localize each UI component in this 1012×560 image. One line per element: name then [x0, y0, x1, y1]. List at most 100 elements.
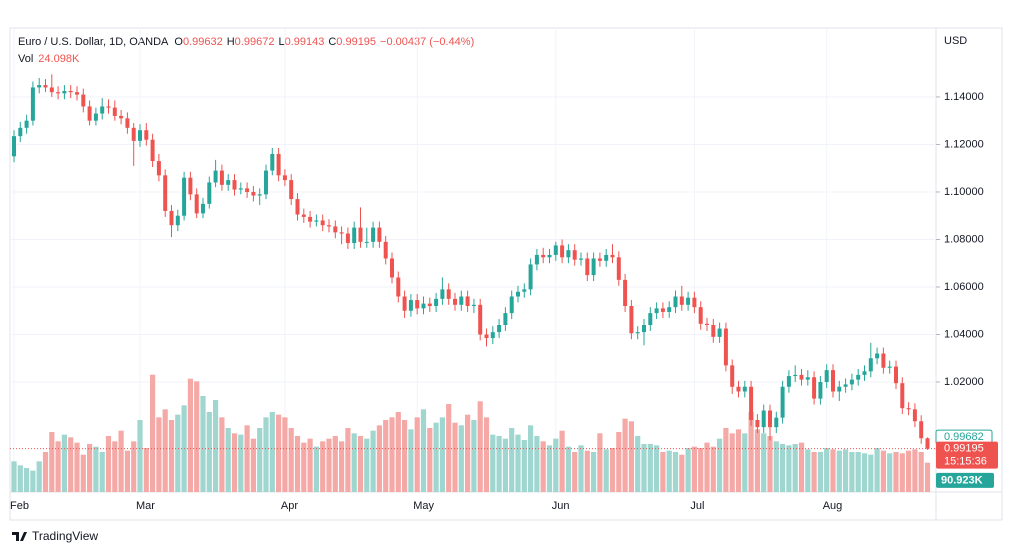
volume-bar [269, 412, 275, 492]
volume-bar [137, 420, 143, 492]
volume-bar [395, 412, 401, 492]
volume-bar [609, 448, 616, 492]
candle-body [156, 161, 161, 176]
volume-bar [294, 436, 301, 492]
candle-body [528, 264, 533, 290]
volume-pane [11, 374, 931, 492]
branding: TradingView [32, 529, 98, 543]
x-tick-label: Jul [690, 500, 704, 512]
volume-bar [502, 438, 508, 492]
candle-body [894, 366, 898, 384]
y-tick-label: 1.08000 [944, 233, 984, 245]
volume-bar [597, 433, 603, 492]
candle-body [364, 241, 369, 243]
candle-body [805, 377, 810, 380]
volume-bar [836, 450, 842, 492]
candle-body [812, 377, 817, 399]
volume-bar [628, 421, 634, 492]
candle-body [371, 227, 376, 242]
candle-body [623, 279, 628, 306]
candle-body [837, 386, 842, 392]
volume-bar [24, 468, 30, 492]
candle-body [673, 296, 678, 308]
candle-body [270, 153, 275, 171]
tradingview-logo: TradingView [12, 529, 98, 543]
candle-body [730, 365, 735, 387]
candle-body [497, 324, 502, 333]
candle-body [900, 383, 905, 409]
price-marker [936, 441, 998, 469]
candle-body [440, 289, 445, 299]
candle-body [925, 438, 930, 449]
volume-bar [553, 438, 559, 492]
x-tick-label: Apr [281, 500, 298, 512]
volume-bar [584, 450, 590, 492]
volume-bar [540, 441, 546, 492]
candle-body [434, 298, 439, 306]
candles [12, 74, 930, 450]
volume-bar [578, 445, 584, 492]
volume-bar [924, 462, 931, 492]
volume-bar [817, 452, 823, 492]
volume-bar [320, 441, 326, 492]
volume-bar [143, 448, 149, 492]
volume-bar [773, 441, 779, 492]
volume-bar [175, 414, 181, 492]
candle-body [446, 289, 451, 299]
volume-bar [339, 441, 345, 492]
candle-body [616, 257, 621, 280]
candle-body [799, 374, 804, 380]
volume-bar [685, 448, 691, 492]
candle-body [282, 175, 287, 181]
volume-bar [691, 446, 697, 492]
volume-bar [118, 430, 124, 492]
candle-body [12, 136, 16, 157]
candle-body [887, 366, 892, 368]
candle-body [175, 215, 180, 226]
x-tick-label: May [413, 500, 434, 512]
candle-body [522, 289, 527, 292]
ohlc-value: 0.99632 [183, 36, 223, 48]
volume-bar [112, 441, 118, 492]
candle-body [358, 227, 363, 242]
candle-body [56, 92, 61, 94]
candle-body [30, 87, 35, 121]
volume-bar [74, 442, 80, 492]
volume-bar [282, 417, 288, 492]
volume-bar [332, 436, 338, 492]
ohlc-key: H [227, 36, 235, 48]
volume-bar [351, 433, 357, 492]
volume-bar [194, 381, 200, 492]
volume-bar [427, 428, 433, 492]
volume-bar [861, 453, 868, 492]
volume-bar [874, 448, 880, 492]
candle-body [257, 194, 262, 196]
volume-bar [767, 436, 773, 492]
candle-body [62, 90, 67, 94]
volume-bar [168, 420, 175, 492]
volume-bar [654, 445, 660, 492]
volume-bar [704, 442, 710, 492]
candle-body [207, 182, 212, 204]
volume-bar [635, 436, 641, 492]
volume-bar [698, 448, 704, 492]
volume-bar [389, 417, 395, 492]
candle-body [49, 87, 54, 93]
volume-bar [257, 428, 263, 492]
ohlc-key: O [174, 36, 183, 48]
candle-body [471, 304, 476, 306]
candle-body [465, 296, 470, 306]
volume-bar [452, 422, 458, 492]
candle-body [119, 115, 124, 119]
candle-body [308, 216, 313, 222]
volume-bar [483, 417, 490, 492]
volume-bar [326, 438, 332, 492]
countdown: 15:15:36 [944, 456, 987, 468]
volume-bar [231, 433, 238, 492]
volume-bar [490, 434, 496, 492]
candle-body [660, 308, 665, 312]
volume-bar [622, 418, 628, 492]
candle-body [849, 379, 854, 385]
candle-body [856, 374, 861, 380]
candle-body [484, 334, 489, 339]
